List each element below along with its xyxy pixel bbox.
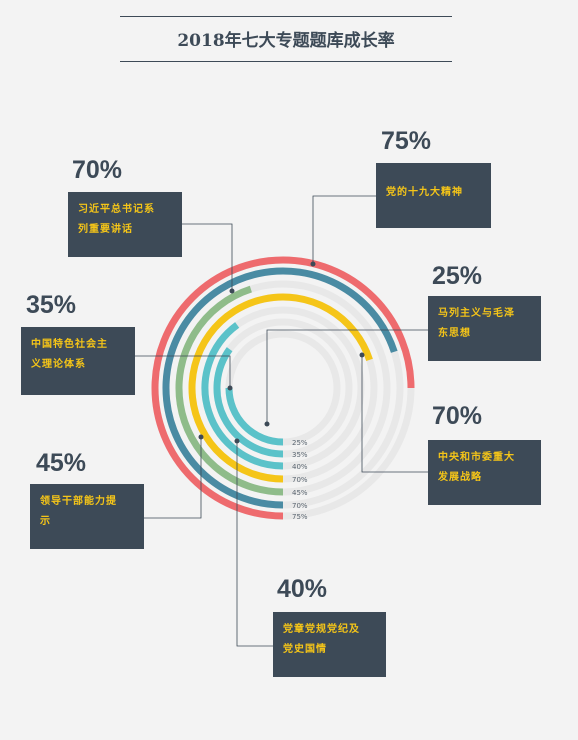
connector-line-6 [266, 329, 428, 424]
box-xijinping-line2: 列重要讲话 [78, 224, 133, 235]
box-zhongguo-line2: 义理论体系 [31, 359, 86, 370]
arc-6 [213, 347, 284, 458]
pct-label-xijinping: 70% [72, 156, 123, 184]
tick-label-5: 45% [292, 489, 308, 497]
box-malie-line2: 东思想 [438, 328, 471, 339]
box-shijiuda: 党的十九大精神 [376, 163, 491, 228]
tick-label-3: 40% [292, 463, 308, 471]
connector-dot-0 [310, 261, 316, 267]
box-lingdao: 领导干部能力提 示 [30, 484, 144, 549]
box-dangzhang: 党章党规党纪及 党史国情 [273, 612, 386, 677]
title-rule-top [120, 16, 452, 17]
box-lingdao-line1: 领导干部能力提 [40, 496, 117, 507]
connector-line-4 [236, 441, 273, 647]
connector-dot-6 [264, 421, 270, 427]
pct-label-lingdao: 45% [36, 449, 87, 477]
box-malie: 马列主义与毛泽 东思想 [428, 296, 541, 361]
box-zhongguo-line1: 中国特色社会主 [31, 339, 108, 350]
box-lingdao-line2: 示 [40, 516, 51, 527]
pct-label-dangzhang: 40% [277, 575, 328, 603]
tick-label-7: 75% [292, 513, 308, 521]
connector-dot-4 [234, 438, 240, 444]
arc-3 [175, 285, 284, 496]
pct-label-zhongguo: 35% [26, 291, 77, 319]
connector-dot-1 [229, 288, 235, 294]
connector-line-1 [182, 223, 233, 291]
arc-1 [151, 256, 415, 520]
pct-label-zhongyang: 70% [432, 402, 483, 430]
page-title: 2018年七大专题题库成长率 [177, 31, 395, 51]
box-xijinping-line1: 习近平总书记系 [78, 204, 155, 215]
box-zhongyang: 中央和市委重大 发展战略 [428, 440, 541, 505]
box-zhongyang-line1: 中央和市委重大 [438, 452, 515, 463]
tick-label-6: 70% [292, 502, 308, 510]
connector-dot-2 [198, 434, 204, 440]
tick-label-1: 25% [292, 439, 308, 447]
connector-line-0 [312, 195, 376, 264]
pct-label-shijiuda: 75% [381, 127, 432, 155]
box-xijinping: 习近平总书记系 列重要讲话 [68, 192, 182, 257]
connector-dot-3 [359, 352, 365, 358]
arc-2 [162, 267, 398, 509]
box-dangzhang-line2: 党史国情 [283, 644, 327, 655]
tick-label-4: 70% [292, 476, 308, 484]
tick-label-2: 35% [292, 451, 308, 459]
connector-line-5 [135, 355, 231, 388]
connector-line-3 [361, 355, 428, 473]
box-malie-line1: 马列主义与毛泽 [438, 308, 515, 319]
connector-line-2 [144, 437, 202, 519]
box-dangzhang-line1: 党章党规党纪及 [283, 624, 360, 635]
title-rule-bottom [120, 61, 452, 62]
box-zhongguo: 中国特色社会主 义理论体系 [21, 327, 135, 395]
box-shijiuda-line1: 党的十九大精神 [386, 187, 463, 198]
pct-label-malie: 25% [432, 262, 483, 290]
box-zhongyang-line2: 发展战略 [438, 472, 482, 483]
connector-dot-5 [227, 385, 233, 391]
arc-7 [225, 387, 284, 446]
arc-4 [188, 293, 373, 483]
arc-5 [201, 322, 284, 470]
